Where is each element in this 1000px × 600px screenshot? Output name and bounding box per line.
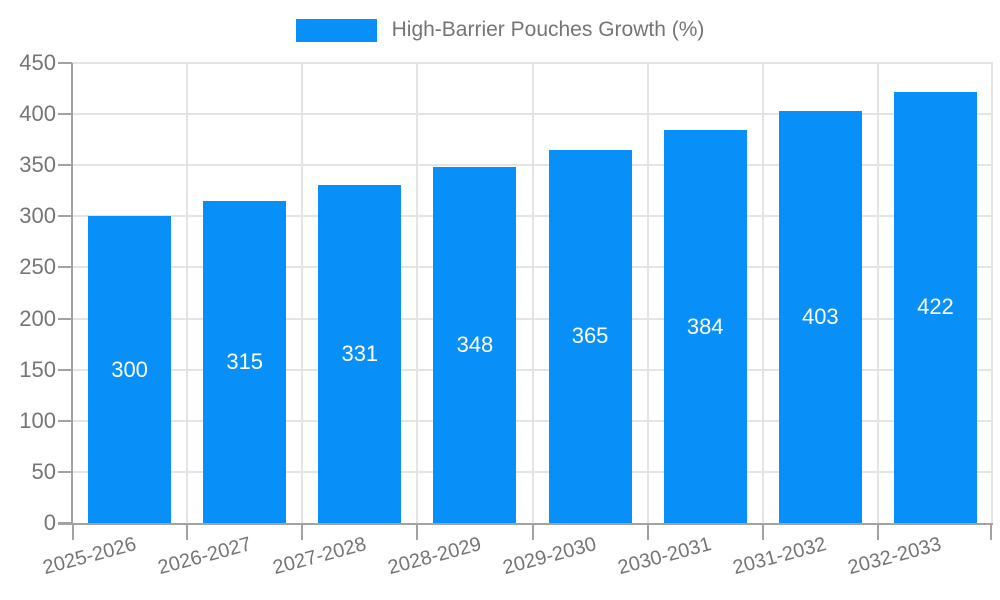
bar-2028-2029[interactable] [433,167,517,523]
y-tick-label-350: 350 [19,152,56,178]
bar-value-label-2030-2031: 384 [686,313,724,339]
x-tick-label-2029-2030: 2029-2030 [500,533,599,580]
x-tick-mark [301,525,304,540]
y-tick-label-200: 200 [19,305,56,331]
y-tick-label-150: 150 [19,356,56,382]
gridline-x-boundary [531,63,534,523]
bar-2027-2028[interactable] [318,184,402,523]
x-tick-label-2032-2033: 2032-2033 [846,533,945,580]
y-tick-label-300: 300 [19,203,56,229]
bar-2026-2027[interactable] [203,201,287,523]
bar-2030-2031[interactable] [663,130,747,523]
bar-value-label-2027-2028: 331 [341,340,379,366]
bar-value-label-2026-2027: 315 [226,349,264,374]
bar-2032-2033[interactable] [893,91,977,523]
y-tick-label-400: 400 [19,101,56,127]
x-tick-label-2028-2029: 2028-2029 [385,533,484,580]
bar-value-label-2025-2026: 300 [111,356,148,382]
plot-area: 300 315 331 348 365 384 403 422 [58,62,993,540]
gridline-x-boundary [991,63,993,523]
gridline-x-boundary [186,63,189,523]
x-tick-mark [876,525,879,540]
bar-value-label-2031-2032: 403 [801,304,839,330]
y-tick-label-50: 50 [31,458,56,484]
y-tick-label-250: 250 [19,254,56,280]
x-tick-mark [416,525,419,540]
y-tick-mark-450 [58,62,72,64]
x-tick-label-2026-2027: 2026-2027 [155,533,254,580]
bar-value-label-2028-2029: 348 [456,332,494,358]
x-tick-mark [646,525,649,540]
y-tick-mark-150 [58,368,72,371]
x-tick-label-2031-2032: 2031-2032 [730,533,830,580]
y-tick-mark-400 [58,113,72,116]
y-tick-mark-250 [58,266,72,269]
y-tick-label-100: 100 [19,407,56,433]
x-tick-mark [186,525,189,540]
x-axis-line [58,523,993,525]
gridline-x-boundary [876,63,879,523]
gridline-x-boundary [646,63,649,523]
chart-legend[interactable]: High-Barrier Pouches Growth (%) [0,17,1000,43]
gridline-x-boundary [761,63,764,523]
x-tick-mark [72,525,74,540]
y-tick-label-450: 450 [19,50,56,75]
y-tick-mark-300 [58,215,72,218]
legend-label: High-Barrier Pouches Growth (%) [391,18,705,41]
x-tick-label-2025-2026: 2025-2026 [40,533,139,580]
y-tick-mark-50 [58,470,72,473]
x-tick-mark [761,525,764,540]
bar-2025-2026[interactable] [88,216,172,523]
x-tick-label-2027-2028: 2027-2028 [270,533,369,580]
x-tick-mark [531,525,534,540]
gridline-x-boundary [416,63,419,523]
y-axis-line [71,63,73,523]
legend-swatch-icon [295,18,377,42]
x-tick-mark [990,525,992,540]
gridline-x-boundary [301,63,304,523]
y-tick-label-0: 0 [43,510,56,535]
bar-value-label-2029-2030: 365 [571,323,609,349]
bar-2031-2032[interactable] [778,111,862,523]
y-tick-mark-100 [58,419,72,422]
y-tick-mark-200 [58,317,72,320]
bar-2029-2030[interactable] [548,149,632,523]
x-tick-label-2030-2031: 2030-2031 [615,533,714,580]
bar-value-label-2032-2033: 422 [917,294,954,320]
y-tick-mark-350 [58,164,72,167]
